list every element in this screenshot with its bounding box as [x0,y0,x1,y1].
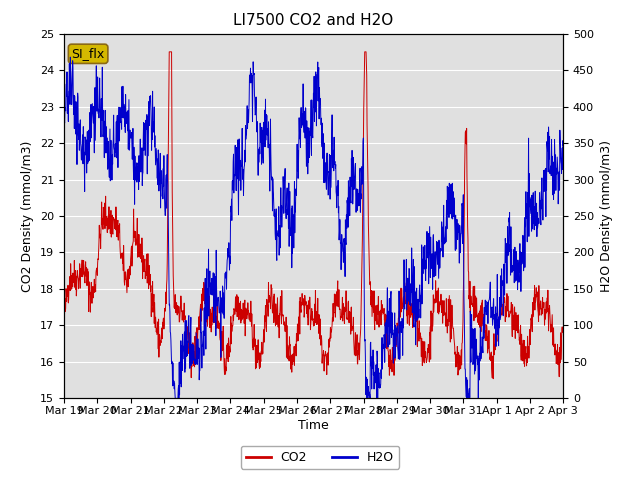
CO2 [272,308,280,314]
H2O [345,190,353,195]
CO2 [99,217,106,223]
CO2 [559,329,567,335]
CO2 [490,376,497,382]
H2O [292,186,300,192]
H2O [99,134,107,140]
H2O [67,54,74,60]
H2O [273,253,280,259]
Y-axis label: H2O Density (mmol/m3): H2O Density (mmol/m3) [600,140,612,292]
Line: CO2: CO2 [64,52,563,379]
H2O [559,143,567,148]
X-axis label: Time: Time [298,419,329,432]
H2O [60,98,68,104]
Legend: CO2, H2O: CO2, H2O [241,446,399,469]
CO2 [283,354,291,360]
CO2 [165,49,173,55]
H2O [283,192,291,197]
Y-axis label: CO2 Density (mmol/m3): CO2 Density (mmol/m3) [22,140,35,292]
H2O [120,92,127,97]
CO2 [292,349,300,355]
CO2 [119,250,127,256]
Text: SI_flx: SI_flx [72,48,105,60]
CO2 [344,298,352,304]
Title: LI7500 CO2 and H2O: LI7500 CO2 and H2O [234,13,394,28]
Line: H2O: H2O [64,57,563,398]
CO2 [60,314,68,320]
H2O [172,396,179,401]
